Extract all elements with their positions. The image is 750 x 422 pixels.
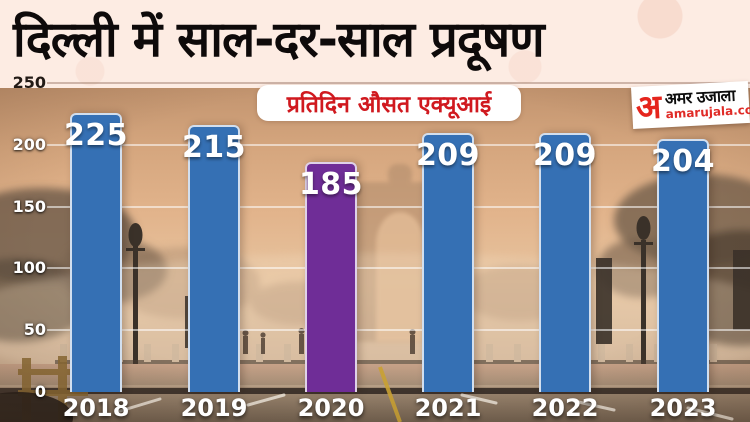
gridline-50	[47, 329, 750, 332]
y-axis-tick-200: 200	[12, 134, 46, 154]
subtitle-text: प्रतिदिन औसत एक्यूआई	[286, 92, 492, 118]
x-axis-label-2020: 2020	[297, 394, 365, 422]
bar-value-label-2020: 185	[298, 167, 364, 203]
y-axis-tick-100: 100	[12, 258, 46, 278]
bar-value-label-2019: 215	[181, 130, 247, 166]
x-axis-label-2021: 2021	[414, 394, 482, 422]
bar-value-label-2022: 209	[532, 137, 598, 173]
bar-2020: 185	[299, 162, 363, 392]
subtitle-badge: प्रतिदिन औसत एक्यूआई	[257, 85, 521, 121]
bar-value-label-2018: 225	[63, 117, 129, 153]
x-axis-label-2022: 2022	[531, 394, 599, 422]
delhi-smog-photo-background	[0, 88, 750, 422]
y-axis-tick-150: 150	[12, 196, 46, 216]
bar-value-label-2021: 209	[415, 137, 481, 173]
y-axis-tick-0: 0	[34, 382, 46, 401]
gridline-100	[47, 267, 750, 270]
logo-monogram-icon: अ	[635, 86, 663, 127]
logo-text: अमर उजाला amarujala.com	[664, 86, 750, 121]
x-axis-label-2019: 2019	[180, 394, 248, 422]
y-axis-tick-250: 250	[12, 73, 46, 92]
page-title: दिल्ली में साल-दर-साल प्रदूषण	[13, 11, 545, 68]
bar-2019: 215	[182, 125, 246, 392]
gridline-200	[47, 143, 750, 146]
y-axis-tick-50: 50	[23, 320, 46, 340]
header: दिल्ली में साल-दर-साल प्रदूषण	[0, 0, 750, 89]
x-axis-label-2018: 2018	[62, 394, 130, 422]
bar-2022: 209	[533, 132, 597, 392]
x-axis-label-2023: 2023	[649, 394, 717, 422]
gridline-250	[47, 82, 750, 84]
bar-2021: 209	[416, 132, 480, 392]
logo-domain: amarujala.com	[665, 101, 750, 122]
bar-2023: 204	[651, 138, 715, 392]
bar-value-label-2023: 204	[650, 143, 716, 179]
gridline-150	[47, 205, 750, 208]
amar-ujala-logo: अ अमर उजाला amarujala.com	[630, 80, 750, 130]
bar-2018: 225	[64, 112, 128, 392]
